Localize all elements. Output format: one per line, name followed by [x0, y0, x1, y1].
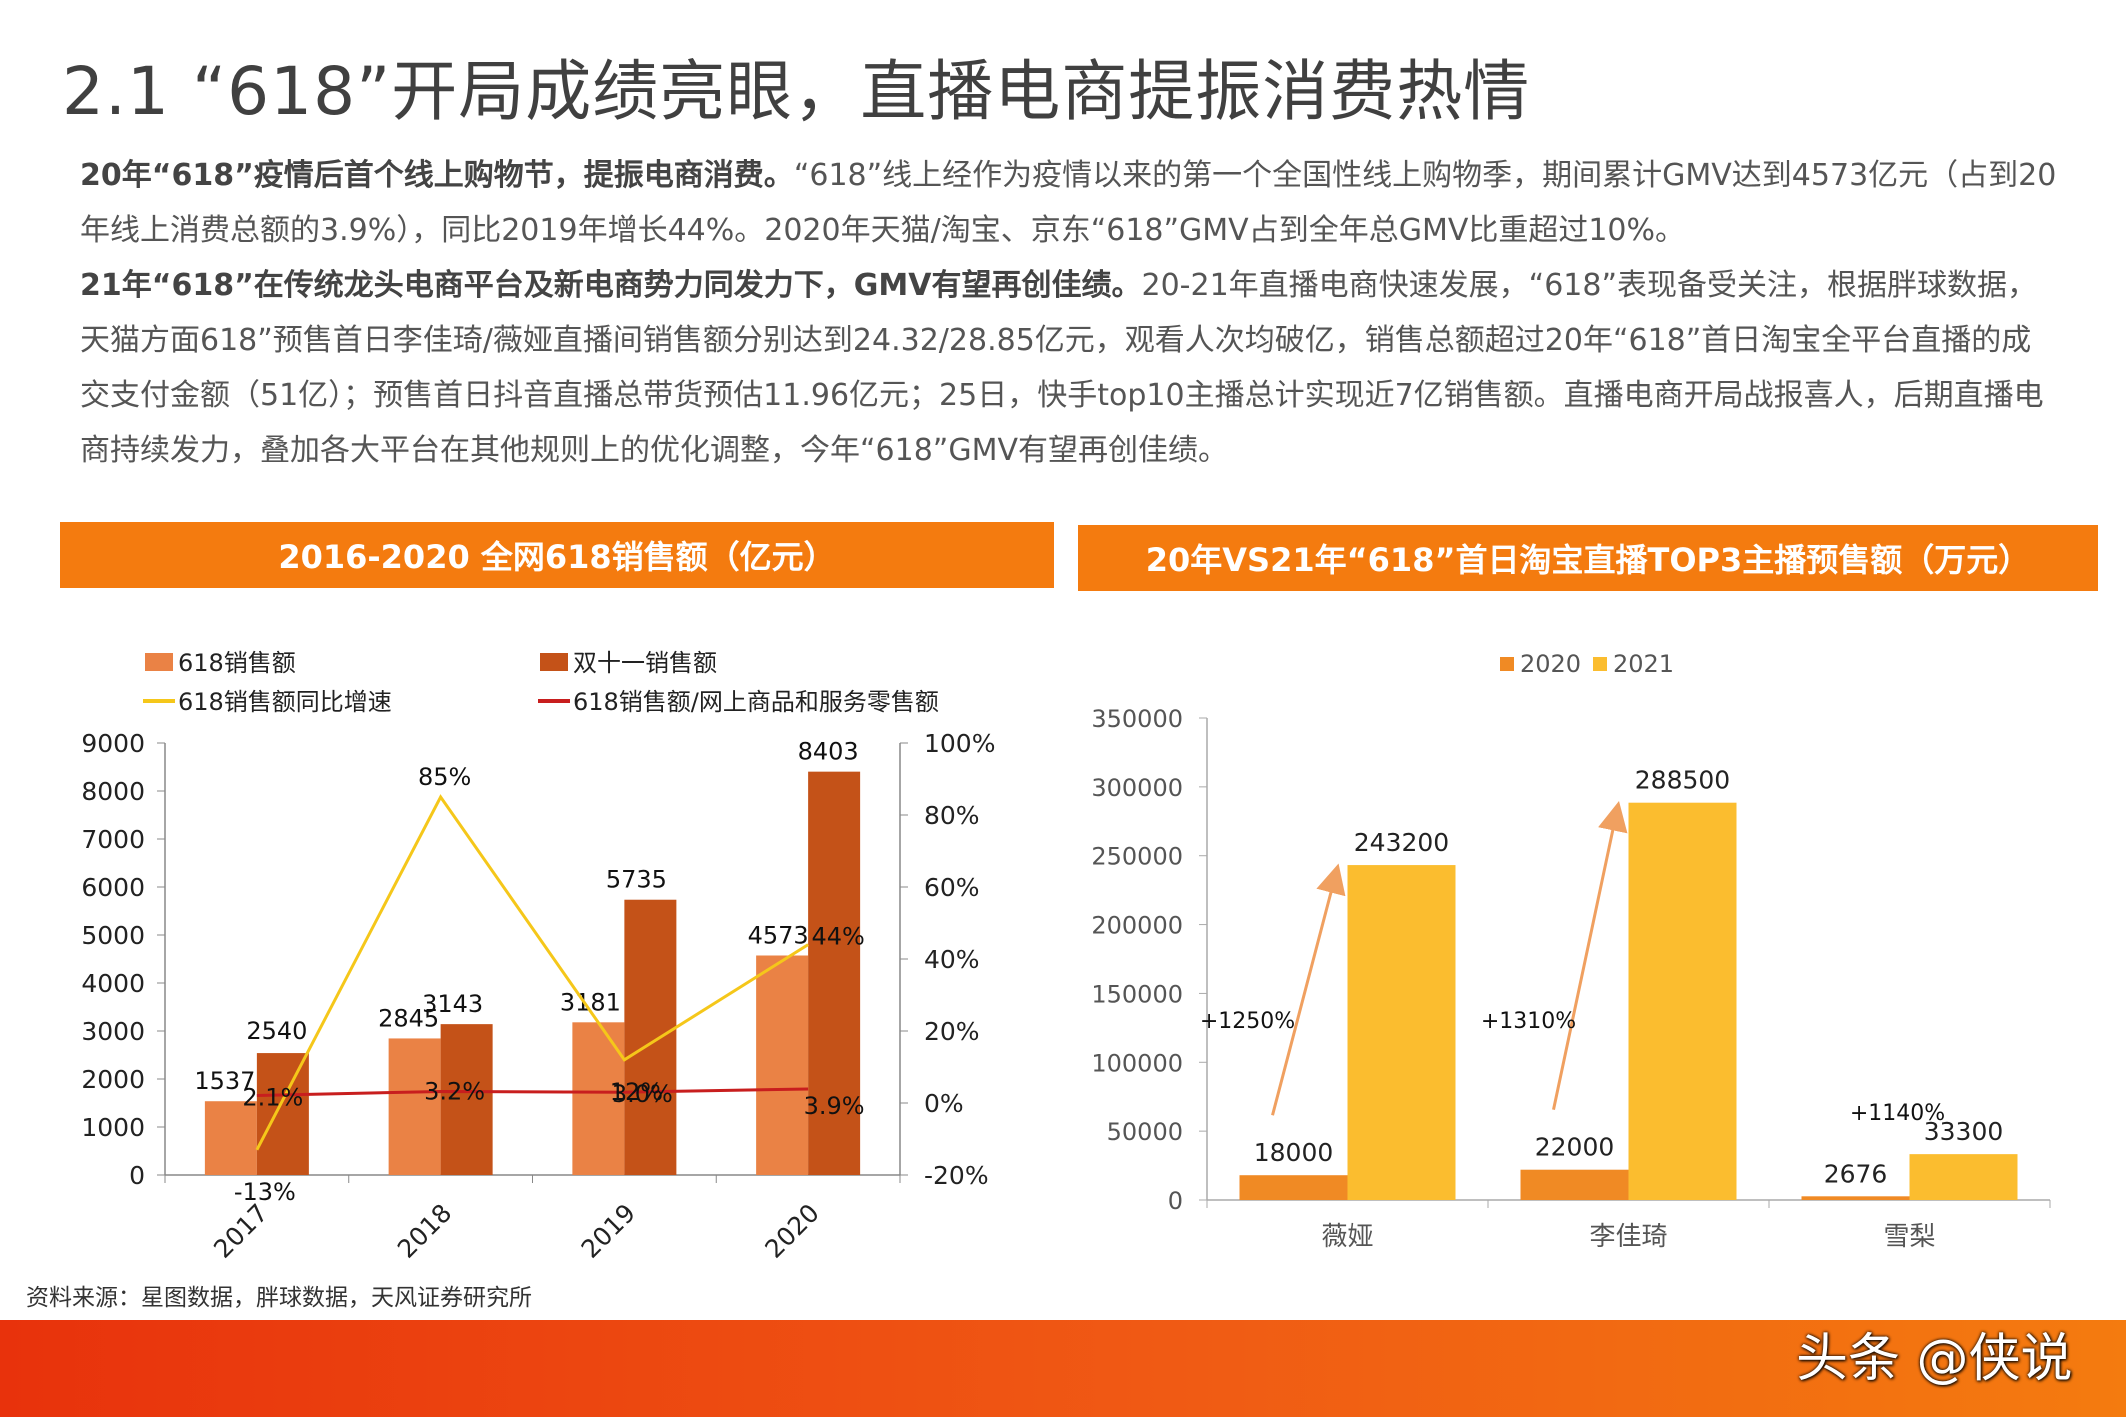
y-tick-label: 350000	[1091, 705, 1183, 733]
y-tick-label: 200000	[1091, 912, 1183, 940]
bar-value-label: 2540	[246, 1017, 307, 1045]
legend-label: 双十一销售额	[573, 649, 717, 677]
paragraph-2-body: 20-21年直播电商快速发展，“618”表现备受关注，根据胖球数据，天猫方面61…	[80, 268, 2044, 468]
bar	[256, 1053, 309, 1175]
legend-label: 618销售额	[178, 649, 296, 677]
livestream-presale-chart: 2020 2021 0 50000 100000 150000 200000 250000 30…	[1091, 650, 2051, 1252]
growth-arrow	[1552, 800, 1628, 1111]
y-tick-label: 300000	[1091, 774, 1183, 802]
bar-value-label: 8403	[798, 738, 859, 766]
source-note: 资料来源：星图数据，胖球数据，天风证券研究所	[26, 1285, 532, 1311]
left-tick-label: 5000	[81, 921, 145, 950]
left-tick-label: 0	[129, 1161, 145, 1190]
legend-swatch	[540, 653, 568, 671]
bar-value-label: 22000	[1535, 1133, 1615, 1162]
left-tick-label: 3000	[81, 1017, 145, 1046]
bar-value-label: 5735	[606, 866, 667, 894]
x-tick-label: 雪梨	[1883, 1222, 1935, 1252]
bar-value-label: 2845	[378, 1004, 439, 1032]
bar	[1909, 1154, 2018, 1200]
left-tick-label: 9000	[81, 729, 145, 758]
bar	[1239, 1175, 1348, 1200]
footer-band	[0, 1320, 2126, 1417]
line-value-label: 85%	[418, 763, 471, 791]
growth-label: +1140%	[1850, 1101, 1945, 1126]
growth-label: +1250%	[1200, 1009, 1295, 1034]
series-line	[255, 794, 809, 1151]
watermark: 头条 @侠说	[1796, 1329, 2073, 1389]
paragraph-2: 21年“618”在传统龙头电商平台及新电商势力同发力下，GMV有望再创佳绩。20…	[80, 258, 2060, 478]
bar	[1520, 1169, 1629, 1200]
right-tick-label: 0%	[924, 1089, 964, 1118]
growth-arrow	[1271, 863, 1346, 1116]
right-tick-label: 80%	[924, 801, 980, 830]
bar	[808, 771, 861, 1175]
legend-swatch	[1593, 657, 1607, 671]
left-tick-label: 7000	[81, 825, 145, 854]
bar-value-label: 288500	[1635, 766, 1730, 795]
paragraph-2-lead: 21年“618”在传统龙头电商平台及新电商势力同发力下，GMV有望再创佳绩。	[80, 268, 1142, 303]
bar	[1801, 1196, 1910, 1200]
bar-value-label: 3143	[422, 990, 483, 1018]
bar	[204, 1101, 257, 1175]
right-tick-label: 100%	[924, 729, 995, 758]
left-tick-label: 6000	[81, 873, 145, 902]
bar-value-label: 33300	[1924, 1117, 2004, 1146]
bar-value-label: 18000	[1254, 1138, 1334, 1167]
bar-value-label: 1537	[194, 1067, 255, 1095]
bar	[388, 1038, 441, 1175]
bar	[1628, 802, 1737, 1200]
growth-label: +1310%	[1481, 1009, 1576, 1034]
left-tick-label: 8000	[81, 777, 145, 806]
left-chart-title: 2016-2020 全网618销售额（亿元）	[60, 522, 1054, 588]
bar-value-label: 4573	[748, 921, 809, 949]
y-tick-label: 250000	[1091, 843, 1183, 871]
legend-swatch	[145, 653, 173, 671]
line-value-label: -13%	[234, 1178, 296, 1206]
legend-label: 618销售额同比增速	[178, 688, 392, 716]
right-tick-label: 20%	[924, 1017, 980, 1046]
x-tick-label: 2017	[208, 1198, 273, 1263]
y-tick-label: 50000	[1107, 1118, 1183, 1146]
right-tick-label: 40%	[924, 945, 980, 974]
bar	[1347, 865, 1456, 1200]
legend-label: 2020	[1520, 650, 1581, 678]
bar-value-label: 2676	[1824, 1159, 1888, 1188]
bar	[756, 955, 809, 1175]
paragraph-1: 20年“618”疫情后首个线上购物节，提振电商消费。“618”线上经作为疫情以来…	[80, 148, 2060, 258]
right-tick-label: 60%	[924, 873, 980, 902]
right-chart-title: 20年VS21年“618”首日淘宝直播TOP3主播预售额（万元）	[1078, 525, 2098, 591]
x-tick-label: 2019	[576, 1198, 641, 1263]
y-tick-label: 0	[1168, 1187, 1183, 1215]
sales-618-chart: 618销售额 双十一销售额 618销售额同比增速 618销售额/网上商品和服务零售额 0…	[81, 649, 995, 1264]
paragraph-1-body: “618”线上经作为疫情以来的第一个全国性线上购物季，期间累计GMV达到4573…	[80, 158, 2057, 248]
bar	[440, 1024, 493, 1175]
legend-label: 618销售额/网上商品和服务零售额	[573, 688, 939, 716]
bar	[624, 899, 677, 1175]
line-value-label: 44%	[811, 923, 864, 951]
legend-label: 2021	[1613, 650, 1674, 678]
line-value-label: 3.9%	[804, 1092, 865, 1120]
series-line	[256, 1087, 809, 1097]
line-value-label: 2.1%	[242, 1083, 303, 1111]
left-tick-label: 1000	[81, 1113, 145, 1142]
x-tick-label: 2020	[759, 1198, 824, 1263]
left-tick-label: 4000	[81, 969, 145, 998]
y-tick-label: 150000	[1091, 980, 1183, 1008]
body-text: 20年“618”疫情后首个线上购物节，提振电商消费。“618”线上经作为疫情以来…	[80, 148, 2060, 478]
bar-value-label: 243200	[1354, 828, 1449, 857]
y-tick-label: 100000	[1091, 1049, 1183, 1077]
paragraph-1-lead: 20年“618”疫情后首个线上购物节，提振电商消费。	[80, 158, 794, 193]
x-tick-label: 薇娅	[1321, 1222, 1373, 1252]
line-value-label: 12%	[610, 1078, 663, 1106]
legend-swatch	[1500, 657, 1514, 671]
left-tick-label: 2000	[81, 1065, 145, 1094]
x-tick-label: 2018	[392, 1198, 457, 1263]
x-tick-label: 李佳琦	[1589, 1222, 1667, 1252]
line-value-label: 3.0%	[612, 1080, 673, 1108]
line-value-label: 3.2%	[424, 1077, 485, 1105]
right-tick-label: -20%	[924, 1161, 989, 1190]
page-title: 2.1 “618”开局成绩亮眼，直播电商提振消费热情	[62, 53, 1531, 130]
